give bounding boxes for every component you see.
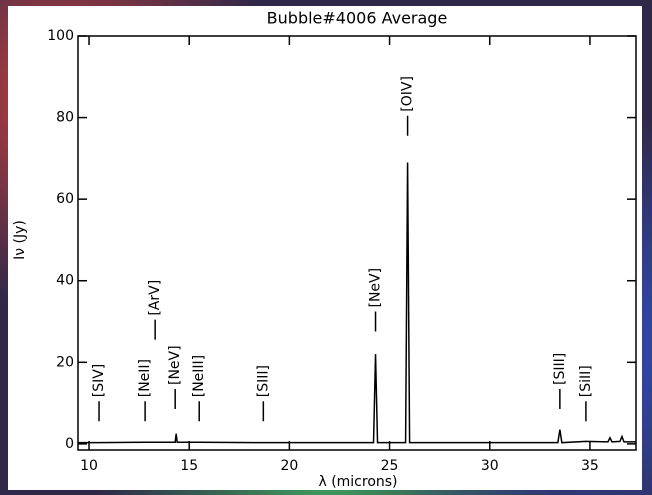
line-label: [SIII]: [552, 353, 568, 385]
y-tick-label: 60: [56, 191, 74, 207]
x-tick-label: 25: [381, 458, 399, 474]
x-tick-label: 20: [280, 458, 298, 474]
chart-title: Bubble#4006 Average: [267, 9, 448, 28]
line-label: [NeV]: [368, 268, 384, 308]
line-label: [NeIII]: [191, 355, 207, 397]
y-tick-label: 0: [65, 436, 74, 452]
y-tick-label: 20: [56, 354, 74, 370]
line-label: [ArV]: [147, 280, 163, 316]
spectrum-line: [78, 162, 636, 444]
x-axis-label: λ (microns): [318, 474, 397, 490]
y-tick-label: 80: [56, 110, 74, 126]
line-label: [SIII]: [255, 365, 271, 397]
x-tick-label: 30: [481, 458, 499, 474]
x-tick-label: 35: [581, 458, 599, 474]
y-axis-label: Iν (Jy): [12, 220, 28, 260]
plot-frame: [77, 35, 637, 451]
x-tick-label: 15: [180, 458, 198, 474]
line-label: [SIV]: [91, 364, 107, 398]
line-label: [NeII]: [137, 359, 153, 397]
line-label: [SiII]: [578, 365, 594, 397]
x-tick-label: 10: [80, 458, 98, 474]
y-tick-label: 100: [47, 28, 74, 44]
y-tick-label: 40: [56, 273, 74, 289]
panel: [8, 6, 642, 490]
line-label: [OIV]: [400, 76, 416, 112]
line-label: [NeV]: [167, 345, 183, 385]
